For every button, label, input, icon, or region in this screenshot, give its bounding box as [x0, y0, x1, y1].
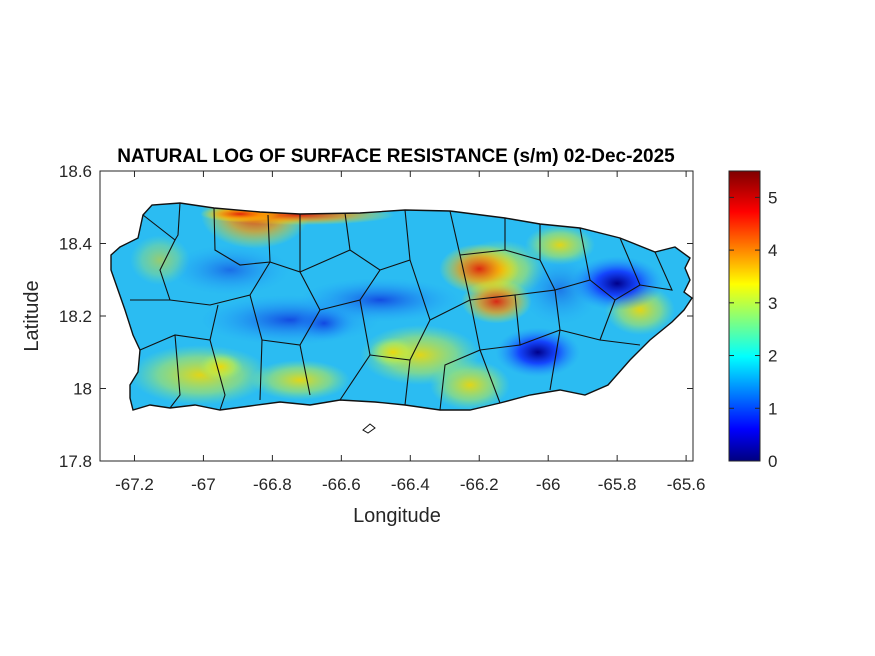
municipal-borders: [110, 202, 693, 411]
x-tick-label: -65.8: [598, 475, 637, 494]
y-tick-label: 17.8: [59, 452, 92, 471]
x-tick-label: -67.2: [115, 475, 154, 494]
x-tick-label: -66.8: [253, 475, 292, 494]
y-tick-label: 18.4: [59, 235, 92, 254]
y-tick-label: 18.2: [59, 307, 92, 326]
x-axis: -67.2 -67 -66.8 -66.6 -66.4 -66.2 -66 -65.8 -65.…: [115, 171, 705, 494]
hotspot: [198, 352, 244, 381]
colorbar: [728, 170, 761, 462]
x-tick-label: -66.4: [391, 475, 430, 494]
colorbar-tick-label: 0: [768, 452, 777, 471]
colorbar-tick-label: 3: [768, 294, 777, 313]
x-tick-label: -66.6: [322, 475, 361, 494]
colorbar-ticks: 5 4 3 2 1 0: [729, 188, 777, 471]
colorbar-tick-label: 1: [768, 399, 777, 418]
x-tick-label: -67: [191, 475, 216, 494]
x-axis-label: Longitude: [353, 505, 441, 527]
y-tick-label: 18.6: [59, 162, 92, 181]
x-tick-label: -65.6: [667, 475, 706, 494]
coldspot: [294, 305, 355, 341]
coldspot: [570, 256, 664, 311]
x-tick-label: -66.2: [460, 475, 499, 494]
hotspot: [461, 279, 532, 324]
colorbar-tick-label: 2: [768, 347, 777, 366]
y-tick-label: 18: [73, 380, 92, 399]
chart-title: NATURAL LOG OF SURFACE RESISTANCE (s/m) …: [117, 146, 675, 167]
heatmap-island: [111, 203, 692, 410]
caja-de-muertos-islet: [362, 423, 376, 434]
x-tick-label: -66: [536, 475, 561, 494]
colorbar-tick-label: 5: [768, 188, 777, 207]
colorbar-tick-label: 4: [768, 241, 777, 260]
coldspot: [495, 327, 581, 378]
y-axis: 18.6 18.4 18.2 18 17.8: [59, 162, 693, 471]
y-axis-label: Latitude: [21, 280, 43, 351]
